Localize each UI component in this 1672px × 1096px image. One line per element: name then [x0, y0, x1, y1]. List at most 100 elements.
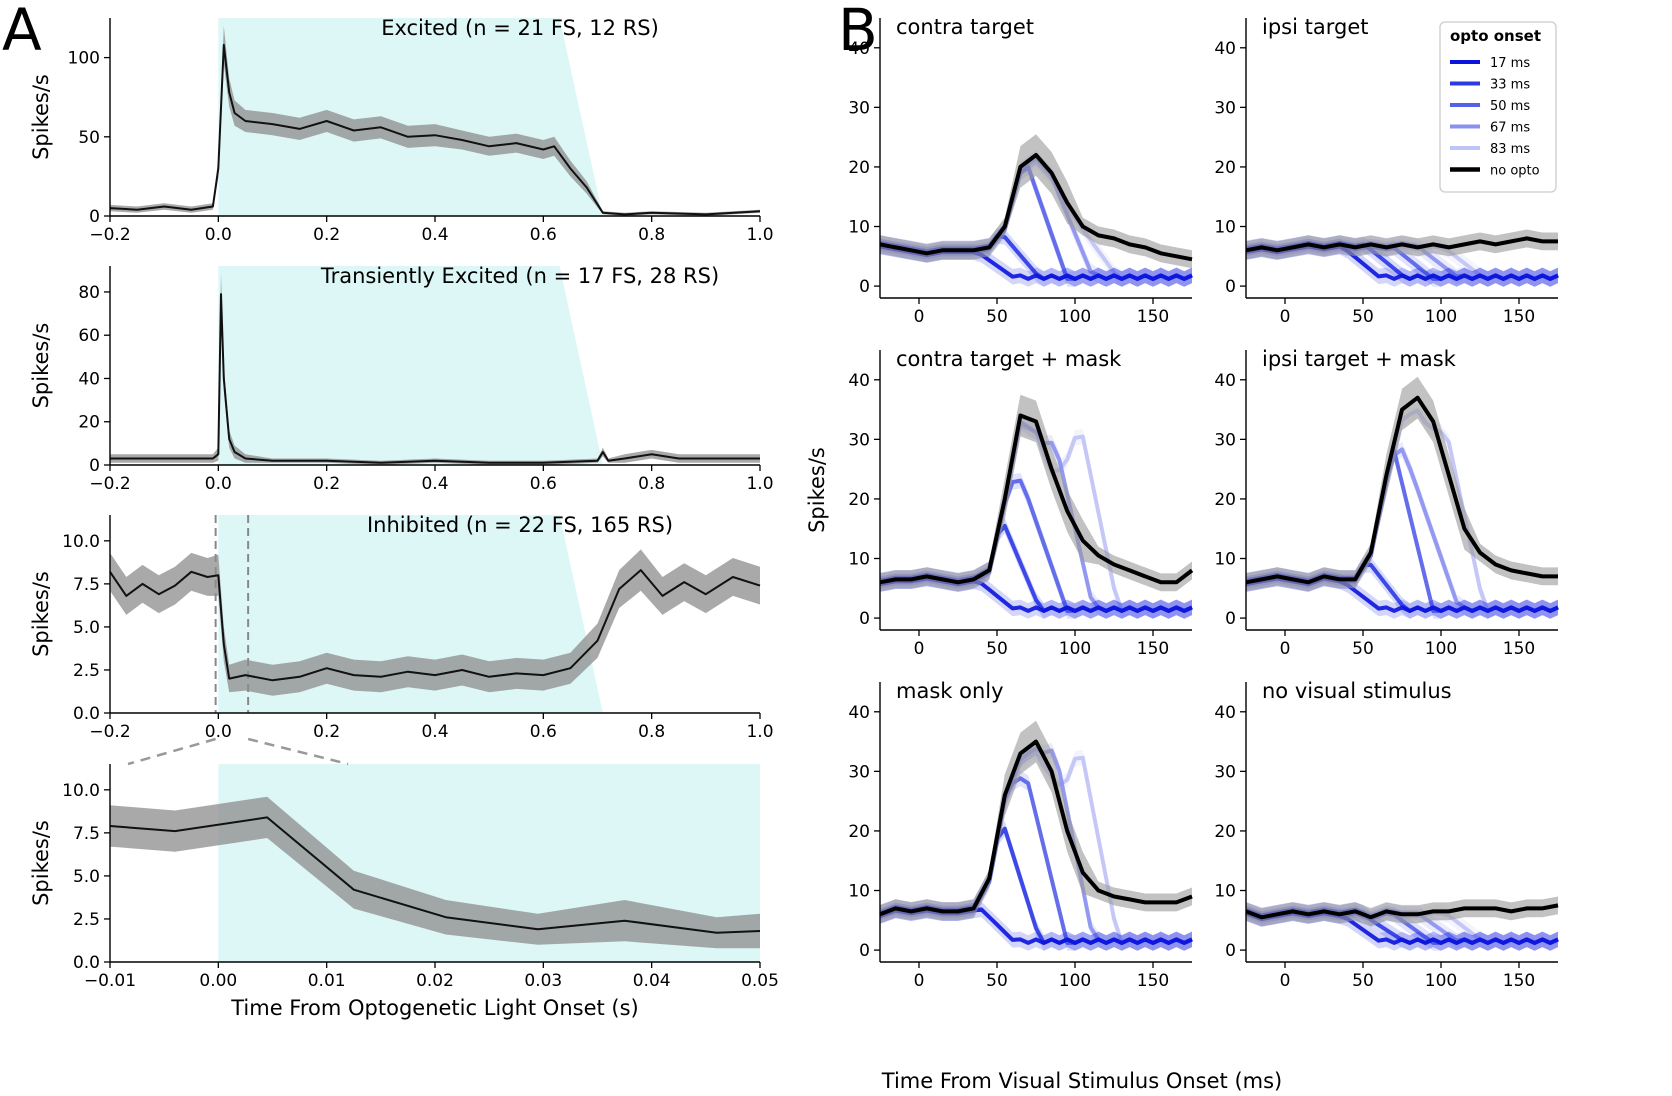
- a2-y-tick-label: 80: [78, 283, 100, 303]
- a3-x-tick-label: 1.0: [746, 722, 773, 742]
- a1-y-tick-label: 100: [68, 49, 100, 69]
- a2-y-tick-label: 60: [78, 326, 100, 346]
- legend-item-label: 50 ms: [1490, 99, 1530, 114]
- b5-y-tick-label: 20: [848, 822, 870, 842]
- a3-x-tick-label: 0.0: [205, 722, 232, 742]
- b1-x-tick-label: 50: [986, 307, 1008, 327]
- a3-title: Inhibited (n = 22 FS, 165 RS): [367, 513, 673, 537]
- b1-no-opto-band: [880, 134, 1192, 269]
- b4-no-opto-band: [1246, 376, 1558, 592]
- a4-x-tick-label: 0.01: [308, 971, 346, 991]
- zoom-connector-left: [127, 737, 216, 766]
- a3-y-tick-label: 5.0: [73, 618, 100, 638]
- a3-y-tick-label: 2.5: [73, 661, 100, 681]
- b6-y-tick-label: 40: [1214, 703, 1236, 723]
- a4-y-tick-label: 10.0: [62, 781, 100, 801]
- panel-b-xlabel: Time From Visual Stimulus Onset (ms): [881, 1069, 1282, 1093]
- b4-y-tick-label: 30: [1214, 430, 1236, 450]
- chart-a1: −0.2 0.0 0.2 0.4 0.6 0.8 1.0 0 50 100 Spikes/s Exci…: [29, 16, 774, 245]
- panel-b-letter: B: [838, 0, 878, 64]
- b6-x-tick-label: 100: [1425, 971, 1457, 991]
- a2-x-tick-label: 0.8: [638, 474, 665, 494]
- a1-x-tick-label: 0.4: [421, 225, 448, 245]
- b4-y-tick-label: 10: [1214, 550, 1236, 570]
- a3-error-band: [110, 549, 760, 696]
- b3-y-tick-label: 10: [848, 550, 870, 570]
- b5-no-opto-line: [879, 739, 1193, 917]
- b5-y-tick-label: 0: [859, 941, 870, 961]
- a3-y-tick-label: 7.5: [73, 575, 100, 595]
- a1-error-band: [110, 25, 760, 217]
- b2-y-tick-label: 40: [1214, 39, 1236, 59]
- b1-y-tick-label: 10: [848, 218, 870, 238]
- b2-y-tick-label: 10: [1214, 218, 1236, 238]
- b4-x-tick-label: 0: [1280, 639, 1291, 659]
- chart-a3: −0.2 0.0 0.2 0.4 0.6 0.8 1.00.02.55.07.510.0Sp…: [29, 513, 774, 742]
- a4-error-band: [110, 796, 760, 949]
- a3-x-tick-label: 0.4: [421, 722, 448, 742]
- b5-y-tick-label: 30: [848, 762, 870, 782]
- a2-x-tick-label: 0.6: [530, 474, 557, 494]
- a4-y-tick-label: 0.0: [73, 953, 100, 973]
- b2-y-tick-label: 0: [1225, 277, 1236, 297]
- b6-no-opto-line: [1245, 903, 1559, 920]
- a3-x-tick-label: 0.8: [638, 722, 665, 742]
- a4-y-tick-label: 2.5: [73, 910, 100, 930]
- a1-x-tick-label: −0.2: [89, 225, 130, 245]
- a4-x-tick-label: 0.05: [741, 971, 779, 991]
- b1-y-tick-label: 30: [848, 98, 870, 118]
- b6-x-tick-label: 0: [1280, 971, 1291, 991]
- legend-title: opto onset: [1450, 27, 1541, 45]
- a4-y-tick-label: 5.0: [73, 867, 100, 887]
- b4-y-tick-label: 20: [1214, 490, 1236, 510]
- b5-x-tick-label: 150: [1137, 971, 1169, 991]
- b2-y-tick-label: 20: [1214, 158, 1236, 178]
- b1-title: contra target: [896, 15, 1034, 39]
- a1-title: Excited (n = 21 FS, 12 RS): [381, 16, 659, 40]
- b4-no-opto-line: [1245, 395, 1558, 585]
- b4-x-tick-label: 50: [1352, 639, 1374, 659]
- b3-y-tick-label: 20: [848, 490, 870, 510]
- a1-x-tick-label: 0.8: [638, 225, 665, 245]
- b4-x-tick-label: 100: [1425, 639, 1457, 659]
- chart-a4: −0.01 0.00 0.01 0.02 0.03 0.04 0.05 0.0 2.5 5.0 7.…: [29, 764, 779, 1020]
- chart-a2: −0.2 0.0 0.2 0.4 0.6 0.8 1.0 0 20 40 60 80 Spikes/s T…: [29, 264, 774, 494]
- chart-b1: 0 50 100 150 0 10 20 30 40 contra target: [848, 15, 1193, 327]
- b6-no-opto-band: [1246, 896, 1558, 927]
- a2-x-tick-label: 0.0: [205, 474, 232, 494]
- a3-x-tick-label: −0.2: [89, 722, 130, 742]
- panel-a-letter: A: [2, 0, 42, 64]
- b5-x-tick-label: 50: [986, 971, 1008, 991]
- b3-y-tick-label: 30: [848, 430, 870, 450]
- b2-y-tick-label: 30: [1214, 98, 1236, 118]
- a2-light-shade: [218, 266, 603, 465]
- b1-y-tick-label: 20: [848, 158, 870, 178]
- legend-item-label: 17 ms: [1490, 56, 1530, 71]
- a1-light-shade: [218, 18, 603, 216]
- b5-y-tick-label: 10: [848, 882, 870, 902]
- a4-x-tick-label: 0.03: [524, 971, 562, 991]
- a2-mean-line: [110, 293, 760, 464]
- legend: opto onset 17 ms 33 ms 50 ms 67 ms 83 ms no op…: [1439, 21, 1557, 193]
- b4-y-tick-label: 40: [1214, 371, 1236, 391]
- b1-x-tick-label: 100: [1059, 307, 1091, 327]
- b6-title: no visual stimulus: [1262, 679, 1452, 703]
- b5-title: mask only: [896, 679, 1004, 703]
- chart-b2: 0 50 100 150 0 10 20 30 40 ipsi target: [1214, 15, 1559, 327]
- b4-title: ipsi target + mask: [1262, 347, 1457, 371]
- b6-y-tick-label: 20: [1214, 822, 1236, 842]
- a3-x-tick-label: 0.2: [313, 722, 340, 742]
- a1-mean-line: [109, 43, 761, 216]
- b6-y-tick-label: 10: [1214, 882, 1236, 902]
- a2-y-tick-label: 40: [78, 369, 100, 389]
- b6-y-tick-label: 0: [1225, 941, 1236, 961]
- b3-y-label: Spikes/s: [805, 447, 829, 533]
- b5-y-tick-label: 40: [848, 703, 870, 723]
- charts-layer: −0.2 0.0 0.2 0.4 0.6 0.8 1.0050100Spikes/sExci…: [29, 15, 1559, 1020]
- b3-title: contra target + mask: [896, 347, 1122, 371]
- b3-no-opto-band: [880, 394, 1192, 592]
- b1-x-tick-label: 0: [914, 307, 925, 327]
- legend-item-label: 33 ms: [1490, 78, 1530, 93]
- legend-item-label: 67 ms: [1490, 121, 1530, 136]
